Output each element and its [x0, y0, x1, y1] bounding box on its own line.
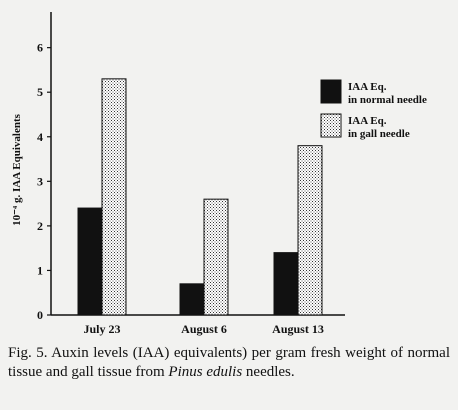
bar-gall-1	[203, 198, 229, 316]
x-tick-label: August 6	[181, 322, 227, 336]
bar-chart: July 23 August 6 August 13 0 1 2 3 4 5 6 10⁻⁴ g.…	[11, 12, 427, 336]
caption-end: needles.	[242, 364, 295, 380]
y-tick-label: 4	[37, 130, 43, 144]
x-tick-labels: July 23 August 6 August 13	[83, 322, 323, 336]
y-tick-label: 3	[37, 174, 43, 188]
bar-gall-2	[297, 145, 323, 316]
legend-label: IAA Eq.	[348, 115, 387, 127]
legend-label: in gall needle	[348, 128, 410, 140]
bar-gall-0	[101, 78, 127, 316]
y-tick-label: 5	[37, 85, 43, 99]
y-axis-title: 10⁻⁴ g. IAA Equivalents	[11, 113, 23, 226]
legend-label: IAA Eq.	[348, 81, 387, 93]
x-tick-label: July 23	[83, 322, 120, 336]
chart-bars	[77, 78, 323, 316]
y-tick-label: 1	[37, 263, 43, 277]
legend-swatch-normal	[320, 79, 342, 104]
legend-swatch-gall	[320, 113, 342, 138]
y-tick-label: 6	[37, 41, 43, 55]
bar-normal-2	[273, 252, 299, 316]
y-tick-label: 2	[37, 219, 43, 233]
legend-label: in normal needle	[348, 94, 427, 106]
figure-caption: Fig. 5. Auxin levels (IAA) equivalents) …	[8, 344, 450, 382]
caption-species: Pinus edulis	[168, 364, 243, 380]
bar-normal-1	[179, 283, 205, 316]
x-tick-label: August 13	[272, 322, 324, 336]
y-tick-labels: 0 1 2 3 4 5 6	[37, 41, 43, 322]
caption-text: Fig. 5. Auxin levels (IAA) equivalents) …	[8, 345, 450, 380]
y-tick-label: 0	[37, 308, 43, 322]
bar-normal-0	[77, 207, 103, 316]
